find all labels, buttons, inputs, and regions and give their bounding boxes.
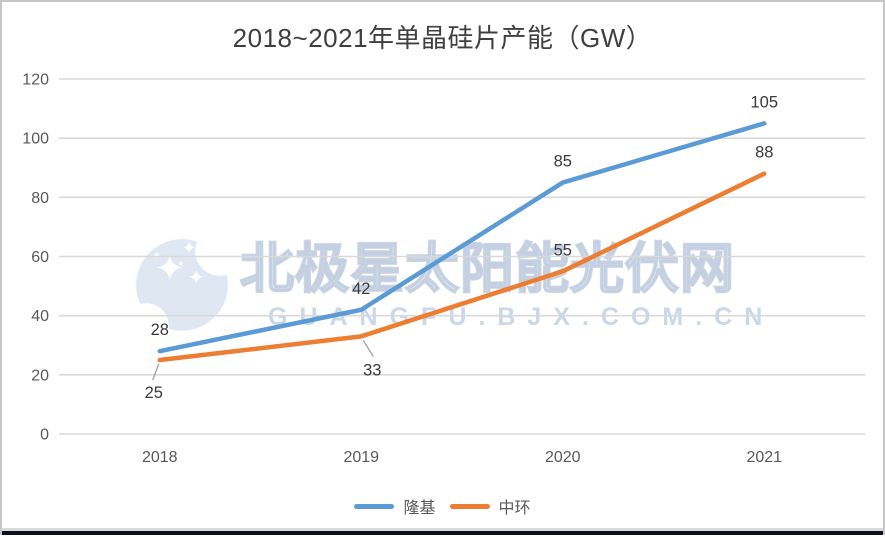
legend-label: 隆基 — [403, 500, 436, 517]
y-axis-tick-label: 40 — [31, 308, 49, 325]
legend-swatch — [354, 503, 395, 509]
y-axis-tick-label: 20 — [31, 367, 49, 384]
legend-swatch — [449, 503, 490, 509]
data-label: 33 — [363, 361, 381, 379]
y-axis-tick-label: 100 — [22, 131, 49, 148]
y-axis-tick-label: 80 — [31, 190, 49, 207]
data-label: 25 — [145, 384, 163, 402]
x-axis-tick-label: 2020 — [545, 449, 581, 466]
data-label: 88 — [755, 144, 773, 162]
label-leader-line — [152, 363, 160, 381]
y-axis-tick-label: 60 — [31, 249, 49, 266]
legend-item-中环: 中环 — [449, 494, 531, 518]
legend-label: 中环 — [498, 500, 531, 517]
y-axis-tick-label: 0 — [40, 427, 49, 444]
y-axis-tick-label: 120 — [22, 72, 49, 89]
chart-legend: 隆基 中环 — [2, 494, 883, 518]
label-leader-line — [362, 340, 374, 357]
card-bottom-border — [2, 528, 883, 531]
chart-title: 2018~2021年单晶硅片产能（GW） — [232, 23, 653, 53]
x-axis-tick-label: 2018 — [142, 449, 178, 466]
x-axis-tick-label: 2021 — [746, 449, 782, 466]
data-label: 42 — [352, 280, 370, 298]
x-axis-tick-label: 2019 — [343, 449, 379, 466]
data-label: 28 — [151, 321, 169, 339]
data-label: 85 — [554, 153, 572, 171]
data-label: 55 — [554, 241, 572, 259]
legend-item-隆基: 隆基 — [354, 494, 436, 518]
data-label: 105 — [750, 93, 778, 111]
page-footer-edge — [2, 531, 883, 535]
series-line-隆基 — [157, 121, 767, 354]
series-line-中环 — [157, 171, 767, 363]
